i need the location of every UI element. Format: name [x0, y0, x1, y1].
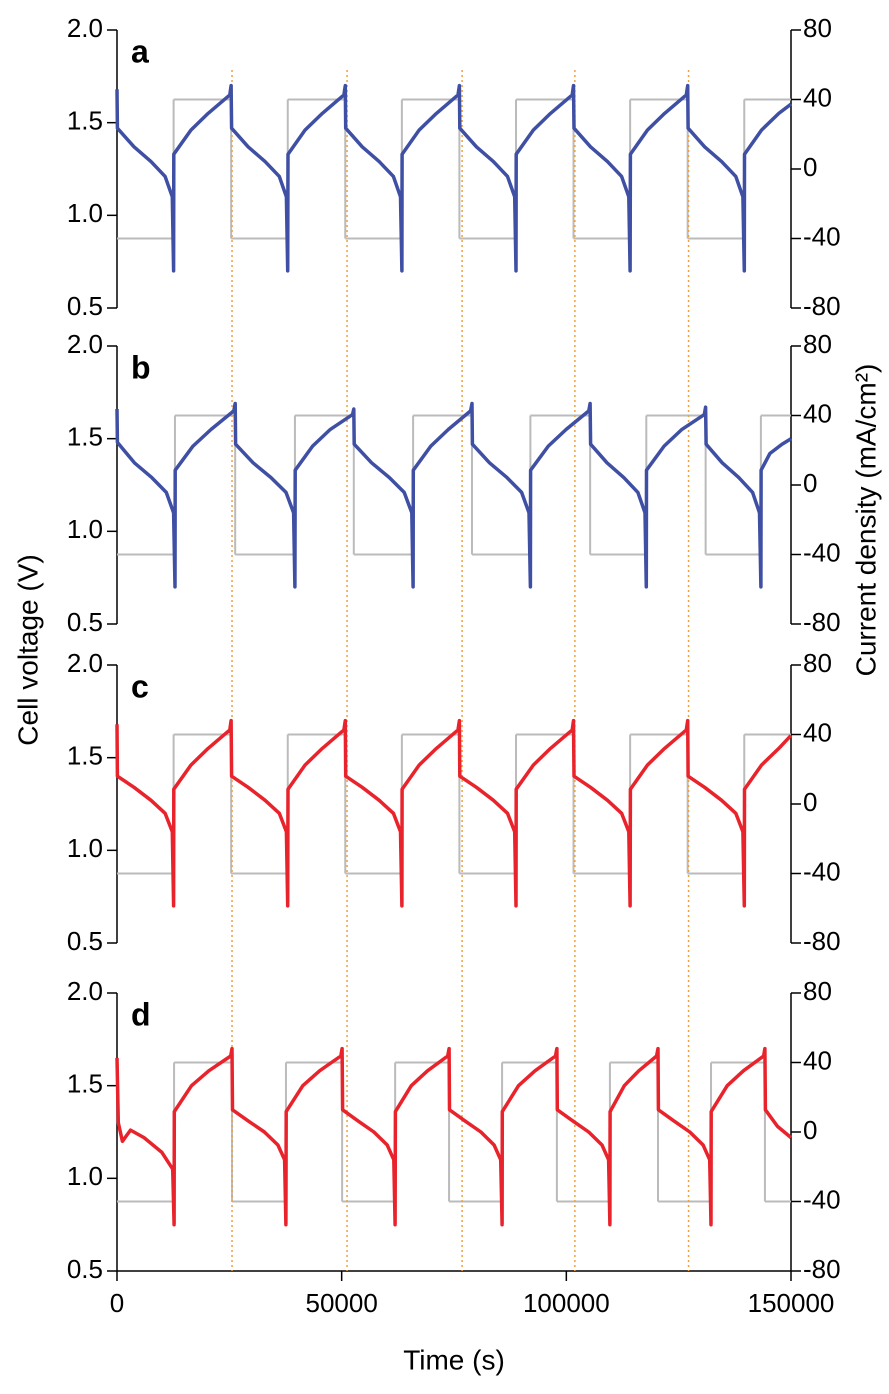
y2-tick-label: -80: [803, 1254, 841, 1284]
y2-tick-label: -40: [803, 1184, 841, 1214]
y-tick-label: 1.5: [67, 106, 103, 136]
y2-tick-label: -80: [803, 291, 841, 321]
y-tick-label: 2.0: [67, 13, 103, 43]
y-tick-label: 0.5: [67, 291, 103, 321]
y-tick-label: 1.0: [67, 514, 103, 544]
y-tick-label: 2.0: [67, 648, 103, 678]
x-tick-label: 150000: [748, 1288, 835, 1318]
x-tick-label: 100000: [523, 1288, 610, 1318]
y2-tick-label: 0: [803, 1115, 817, 1145]
y-tick-label: 1.5: [67, 1069, 103, 1099]
y2-tick-label: -80: [803, 607, 841, 637]
y2-tick-label: -40: [803, 856, 841, 886]
y2-tick-label: 0: [803, 152, 817, 182]
y2-axis-label: Current density (mA/cm²): [850, 364, 881, 677]
y2-tick-label: 80: [803, 648, 832, 678]
y2-tick-label: 80: [803, 976, 832, 1006]
y2-tick-label: -40: [803, 221, 841, 251]
y-tick-label: 1.5: [67, 422, 103, 452]
voltage-line: [115, 83, 793, 273]
y2-tick-label: 40: [803, 82, 832, 112]
panel-label: a: [131, 33, 149, 69]
y2-tick-label: 40: [803, 717, 832, 747]
y-tick-label: 0.5: [67, 1254, 103, 1284]
y2-tick-label: 40: [803, 398, 832, 428]
y-tick-label: 1.0: [67, 833, 103, 863]
y2-tick-label: -40: [803, 537, 841, 567]
y-tick-label: 2.0: [67, 976, 103, 1006]
y-tick-label: 0.5: [67, 607, 103, 637]
y2-tick-label: 80: [803, 13, 832, 43]
y2-tick-label: -80: [803, 926, 841, 956]
y-tick-label: 1.0: [67, 1161, 103, 1191]
x-tick-label: 50000: [306, 1288, 378, 1318]
panel-label: d: [131, 996, 151, 1032]
y-tick-label: 2.0: [67, 329, 103, 359]
y-axis-label: Cell voltage (V): [12, 554, 43, 745]
voltage-line: [115, 1046, 793, 1227]
x-tick-label: 0: [110, 1288, 124, 1318]
y2-tick-label: 80: [803, 329, 832, 359]
y2-tick-label: 0: [803, 468, 817, 498]
y2-tick-label: 40: [803, 1045, 832, 1075]
panel-label: c: [131, 668, 149, 704]
y-tick-label: 0.5: [67, 926, 103, 956]
y-tick-label: 1.5: [67, 741, 103, 771]
y2-tick-label: 0: [803, 787, 817, 817]
voltage-line: [115, 718, 793, 908]
y-tick-label: 1.0: [67, 198, 103, 228]
x-axis-label: Time (s): [403, 1344, 505, 1375]
voltage-line: [115, 401, 792, 589]
panel-label: b: [131, 349, 151, 385]
